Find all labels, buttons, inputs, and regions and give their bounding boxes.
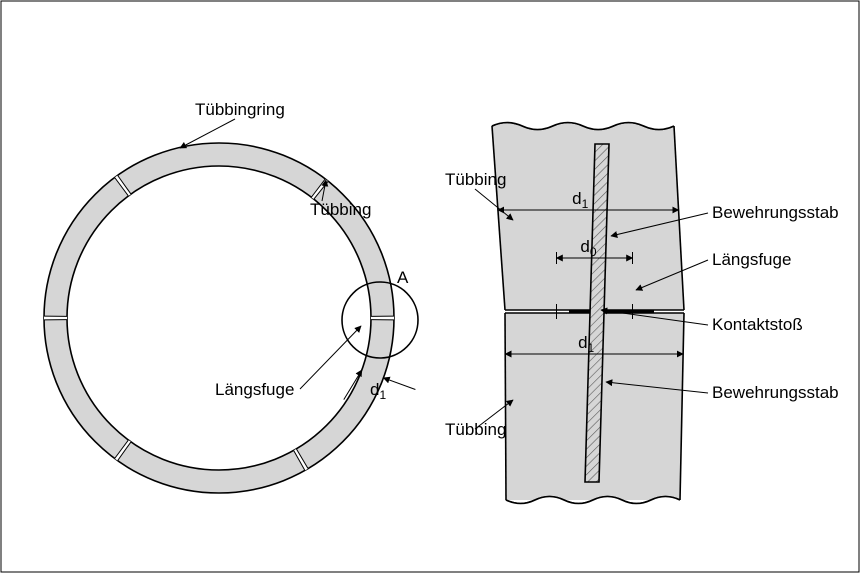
svg-text:Bewehrungsstab: Bewehrungsstab [712, 383, 839, 402]
svg-text:d1: d1 [370, 380, 386, 402]
svg-text:Tübbing: Tübbing [310, 200, 371, 219]
svg-text:Tübbing: Tübbing [445, 420, 506, 439]
content-layer: TübbingringTübbingLängsfuged1Ad1d0d1Tübb… [1, 1, 859, 572]
frame [1, 1, 859, 572]
svg-text:Tübbingring: Tübbingring [195, 100, 285, 119]
diagram-canvas: TübbingringTübbingLängsfuged1Ad1d0d1Tübb… [0, 0, 860, 573]
svg-text:Längsfuge: Längsfuge [215, 380, 294, 399]
svg-text:A: A [397, 268, 409, 287]
svg-text:Bewehrungsstab: Bewehrungsstab [712, 203, 839, 222]
svg-text:Kontaktstoß: Kontaktstoß [712, 315, 803, 334]
svg-text:Tübbing: Tübbing [445, 170, 506, 189]
svg-text:Längsfuge: Längsfuge [712, 250, 791, 269]
